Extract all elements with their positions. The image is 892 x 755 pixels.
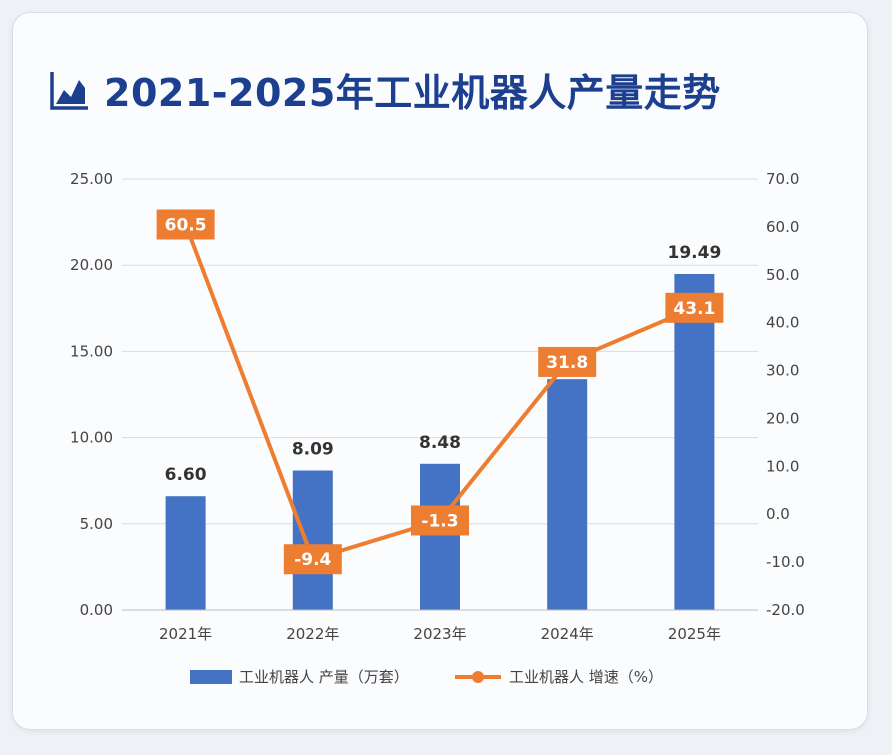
x-tick-label: 2022年 <box>286 625 339 643</box>
line-value-label: -9.4 <box>294 550 331 570</box>
x-axis: 2021年 2022年 2023年 2024年 2025年 <box>122 609 758 643</box>
bar-value-label: 8.09 <box>292 440 334 460</box>
left-tick-label: 10.00 <box>70 429 113 447</box>
line-point-marker <box>283 544 342 575</box>
left-tick-label: 15.00 <box>70 342 113 360</box>
x-tick-label: 2023年 <box>413 625 466 643</box>
bar-value-label: 19.49 <box>668 243 722 263</box>
line-value-label: 60.5 <box>165 215 207 235</box>
right-tick-label: 20.0 <box>766 409 799 427</box>
x-tick-label: 2025年 <box>668 625 721 643</box>
right-tick-label: 0.0 <box>766 505 790 523</box>
legend-line-label: 工业机器人 增速（%） <box>509 668 663 686</box>
left-tick-label: 0.00 <box>80 601 113 619</box>
bar <box>165 496 206 610</box>
right-axis: -20.0 -10.0 0.0 10.0 20.0 30.0 40.0 50.0 60.0 70.… <box>766 170 805 619</box>
line-point-marker <box>665 292 724 323</box>
title-row: 2021-2025年工业机器人产量走势 <box>48 62 721 117</box>
left-axis: 0.00 5.00 10.00 15.00 20.00 25.00 <box>70 170 113 619</box>
x-tick-label: 2024年 <box>541 625 594 643</box>
line-value-label: -1.3 <box>421 511 458 531</box>
right-tick-label: 50.0 <box>766 266 799 284</box>
bar-series: 6.608.098.4813.3919.49 <box>165 243 722 610</box>
line-point-marker <box>538 346 597 377</box>
bar <box>674 273 715 610</box>
bar-value-label: 6.60 <box>165 465 207 485</box>
line-value-label: 31.8 <box>546 353 588 373</box>
right-tick-label: 70.0 <box>766 170 799 188</box>
bar <box>420 463 460 610</box>
x-tick-label: 2021年 <box>159 625 212 643</box>
right-tick-label: 10.0 <box>766 457 799 475</box>
right-tick-label: -10.0 <box>766 553 805 571</box>
legend-bar-label: 工业机器人 产量（万套） <box>239 668 409 686</box>
bar-value-label: 8.48 <box>419 433 461 453</box>
right-tick-label: 40.0 <box>766 314 799 332</box>
legend-line-marker <box>472 671 484 683</box>
line-value-label: 43.1 <box>673 299 715 319</box>
right-tick-label: -20.0 <box>766 601 805 619</box>
legend: 工业机器人 产量（万套） 工业机器人 增速（%） <box>190 668 663 686</box>
line-point-marker <box>411 505 469 536</box>
left-tick-label: 5.00 <box>80 515 113 533</box>
area-chart-icon <box>50 71 88 110</box>
page-title: 2021-2025年工业机器人产量走势 <box>104 71 721 115</box>
line-series: 60.5 -9.4 -1.3 31.8 43.1 <box>156 209 724 575</box>
right-tick-label: 60.0 <box>766 218 799 236</box>
left-tick-label: 25.00 <box>70 170 113 188</box>
line-point-marker <box>156 209 215 240</box>
legend-bar-swatch <box>190 670 232 684</box>
bar <box>292 470 333 610</box>
bar <box>547 379 588 610</box>
right-tick-label: 30.0 <box>766 362 799 380</box>
left-tick-label: 20.00 <box>70 256 113 274</box>
